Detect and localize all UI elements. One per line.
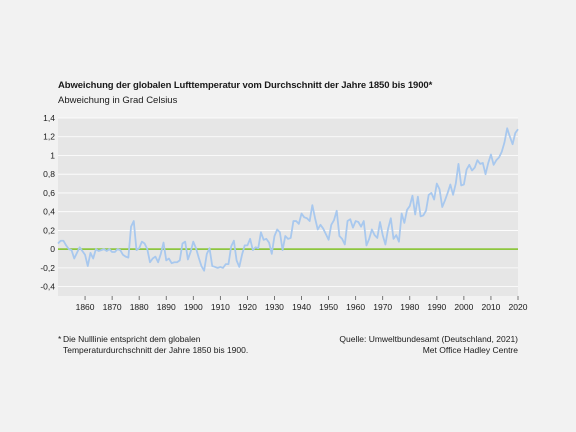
series-group [57, 127, 519, 272]
y-tick-label: 1 [50, 150, 55, 160]
y-tick-label: 0,8 [43, 169, 55, 179]
x-tick-label: 1950 [319, 302, 338, 312]
y-tick-label: 0 [50, 244, 55, 254]
x-axis: 1860 1870 1880 1890 1900 1910 1920 1930 1940 1950… [76, 296, 528, 312]
y-tick-label: 0,6 [43, 188, 55, 198]
x-tick-label: 1900 [184, 302, 203, 312]
footnote-star: * [58, 334, 62, 344]
x-tick-label: 2010 [481, 302, 500, 312]
y-tick-label: 0,2 [43, 225, 55, 235]
y-axis: 1,4 1,2 1 0,8 0,6 0,4 0,2 0 -0,2 -0,4 [40, 113, 55, 292]
x-tick-label: 1960 [346, 302, 365, 312]
source-line-2: Met Office Hadley Centre [422, 345, 518, 355]
x-tick-label: 1930 [265, 302, 284, 312]
x-tick-label: 1870 [103, 302, 122, 312]
x-tick-label: 1890 [157, 302, 176, 312]
footnote-line-2: Temperaturdurchschnitt der Jahre 1850 bi… [63, 345, 249, 355]
x-tick-label: 1920 [238, 302, 257, 312]
x-tick-label: 1970 [373, 302, 392, 312]
plot-background [58, 118, 518, 296]
x-tick-label: 2000 [454, 302, 473, 312]
x-tick-label: 1880 [130, 302, 149, 312]
y-tick-label: 1,2 [43, 132, 55, 142]
footnote: * Die Nulllinie entspricht dem globalen … [58, 334, 248, 356]
temperature-anomaly-line [57, 127, 519, 272]
y-tick-label: 1,4 [43, 113, 55, 123]
x-tick-label: 2020 [509, 302, 528, 312]
y-tick-label: 0,4 [43, 207, 55, 217]
x-tick-label: 1860 [76, 302, 95, 312]
footnote-line-1: Die Nulllinie entspricht dem globalen [63, 334, 201, 344]
x-tick-label: 1980 [400, 302, 419, 312]
y-tick-label: -0,4 [40, 282, 55, 292]
x-tick-label: 1990 [427, 302, 446, 312]
chart-title: Abweichung der globalen Lufttemperatur v… [58, 80, 433, 91]
x-tick-label: 1940 [292, 302, 311, 312]
source: Quelle: Umweltbundesamt (Deutschland, 20… [339, 334, 518, 356]
x-tick-label: 1910 [211, 302, 230, 312]
y-tick-label: -0,2 [40, 263, 55, 273]
chart-subtitle: Abweichung in Grad Celsius [58, 95, 178, 106]
source-line-1: Quelle: Umweltbundesamt (Deutschland, 20… [339, 334, 518, 344]
